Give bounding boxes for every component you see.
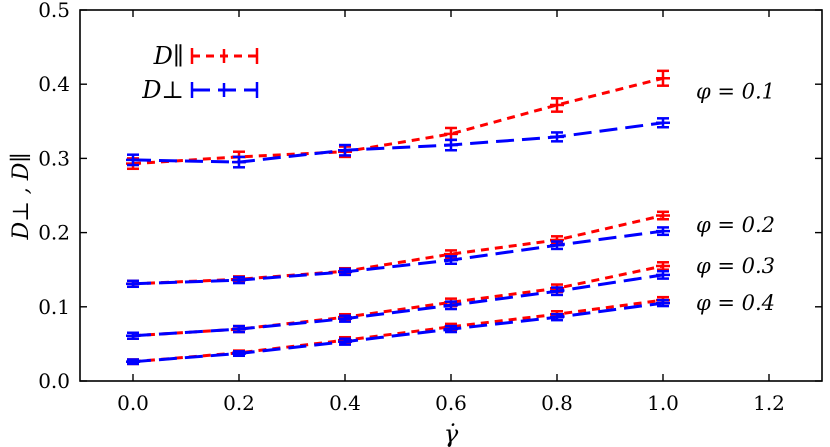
series-parallel-0 xyxy=(126,69,670,171)
x-tick-label: 0.0 xyxy=(117,391,149,415)
x-tick-label: 0.4 xyxy=(329,391,361,415)
data-point xyxy=(232,275,246,285)
x-tick-label: 0.2 xyxy=(223,391,255,415)
group-annotation: φ = 0.2 xyxy=(696,213,775,237)
data-point xyxy=(550,240,564,251)
series-line xyxy=(132,229,664,286)
data-point xyxy=(550,312,564,322)
legend-label: D∥ xyxy=(153,42,184,70)
y-tick-label: 0.2 xyxy=(38,221,70,245)
data-point xyxy=(550,131,564,143)
data-point xyxy=(656,226,670,237)
data-point xyxy=(656,69,670,87)
data-point xyxy=(550,286,564,297)
data-point xyxy=(444,324,458,334)
data-point xyxy=(656,117,670,129)
data-point xyxy=(232,155,246,169)
data-point xyxy=(444,300,458,311)
x-tick-label: 1.0 xyxy=(647,391,679,415)
data-point xyxy=(550,97,564,113)
series-parallel-4 xyxy=(126,261,670,340)
series-line xyxy=(132,264,664,338)
series-line xyxy=(132,301,664,364)
y-tick-label: 0.4 xyxy=(38,72,70,96)
series-perp-1 xyxy=(126,117,670,169)
data-point xyxy=(338,143,352,157)
x-tick-label: 1.2 xyxy=(753,391,785,415)
legend: D∥ D⊥ xyxy=(141,42,259,104)
y-axis-label: D⊥ , D∥ xyxy=(9,152,34,240)
group-annotation: φ = 0.4 xyxy=(696,291,775,315)
group-annotation: φ = 0.3 xyxy=(696,254,775,278)
series-parallel-2 xyxy=(126,210,670,289)
x-tick-label: 0.6 xyxy=(435,391,467,415)
y-tick-label: 0.3 xyxy=(38,146,70,170)
data-point xyxy=(232,350,246,358)
data-point xyxy=(126,153,140,167)
series-perp-5 xyxy=(126,269,670,340)
data-point xyxy=(338,314,352,323)
legend-item: D∥ xyxy=(153,42,259,70)
data-point xyxy=(656,210,670,221)
y-tick-label: 0.0 xyxy=(38,369,70,393)
data-point xyxy=(656,269,670,280)
data-point xyxy=(656,298,670,308)
x-tick-label: 0.8 xyxy=(541,391,573,415)
series-line xyxy=(132,214,664,286)
legend-label: D⊥ xyxy=(141,76,184,104)
group-annotation: φ = 0.1 xyxy=(696,80,775,104)
series-layer xyxy=(126,69,670,366)
x-axis-label: γ̇ xyxy=(444,420,459,447)
data-point xyxy=(656,261,670,271)
data-point xyxy=(126,358,140,366)
data-point xyxy=(338,267,352,277)
axes-layer: 0.0 0.2 0.4 0.6 0.8 1.0 1.2 0.0 0.1 0.2 0.3 0.4 0.5 xyxy=(38,0,822,415)
data-point xyxy=(444,255,458,266)
series-line xyxy=(132,121,664,164)
series-perp-3 xyxy=(126,226,670,289)
series-line xyxy=(132,273,664,338)
data-point xyxy=(126,279,140,289)
y-tick-label: 0.5 xyxy=(38,0,70,22)
data-point xyxy=(444,138,458,152)
annotation-layer: φ = 0.1 φ = 0.2 φ = 0.3 φ = 0.4 xyxy=(696,80,775,315)
y-tick-label: 0.1 xyxy=(38,295,70,319)
data-point xyxy=(232,324,246,334)
data-point xyxy=(444,126,458,142)
data-point xyxy=(126,331,140,340)
series-perp-7 xyxy=(126,298,670,366)
series-line xyxy=(132,76,664,166)
legend-item: D⊥ xyxy=(141,76,259,104)
data-point xyxy=(338,337,352,346)
